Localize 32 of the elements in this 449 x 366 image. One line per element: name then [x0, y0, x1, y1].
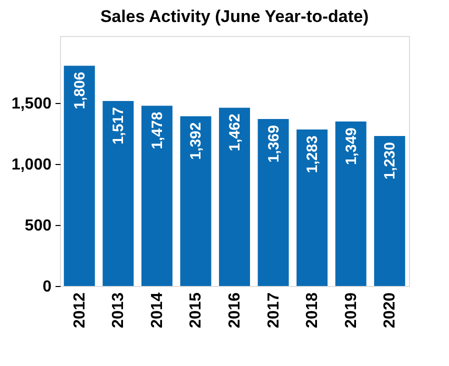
x-tick-label: 2019: [342, 292, 360, 328]
bar: [141, 106, 172, 286]
x-tick-label: 2016: [226, 292, 244, 328]
data-label: 1,283: [304, 136, 322, 174]
x-tick-label: 2013: [110, 292, 128, 328]
x-tick-label: 2014: [148, 292, 166, 328]
x-tick-label: 2020: [382, 292, 399, 328]
bar: [64, 66, 95, 286]
chart-title: Sales Activity (June Year-to-date): [100, 7, 369, 26]
data-label: 1,517: [110, 107, 128, 145]
bar: [218, 108, 250, 286]
data-label: 1,478: [148, 112, 166, 150]
bar: [335, 121, 366, 286]
bar: [296, 130, 328, 286]
y-tick-label: 1,000: [11, 156, 52, 174]
y-tick-label: 1,500: [11, 96, 52, 113]
y-tick-label: 500: [24, 218, 52, 235]
data-label: 1,806: [71, 72, 88, 110]
data-label: 1,349: [342, 127, 360, 166]
data-label: 1,230: [382, 142, 399, 180]
x-tick-label: 2012: [71, 292, 88, 328]
bar: [180, 116, 212, 286]
x-tick-label: 2017: [265, 292, 282, 328]
data-label: 1,392: [188, 122, 205, 160]
data-label: 1,462: [226, 114, 244, 152]
x-tick-label: 2018: [304, 292, 322, 328]
y-tick-label: 0: [42, 278, 52, 296]
bar: [374, 136, 406, 286]
data-label: 1,369: [265, 125, 282, 163]
bar: [258, 119, 289, 286]
bar: [102, 101, 134, 286]
x-tick-label: 2015: [188, 292, 205, 328]
